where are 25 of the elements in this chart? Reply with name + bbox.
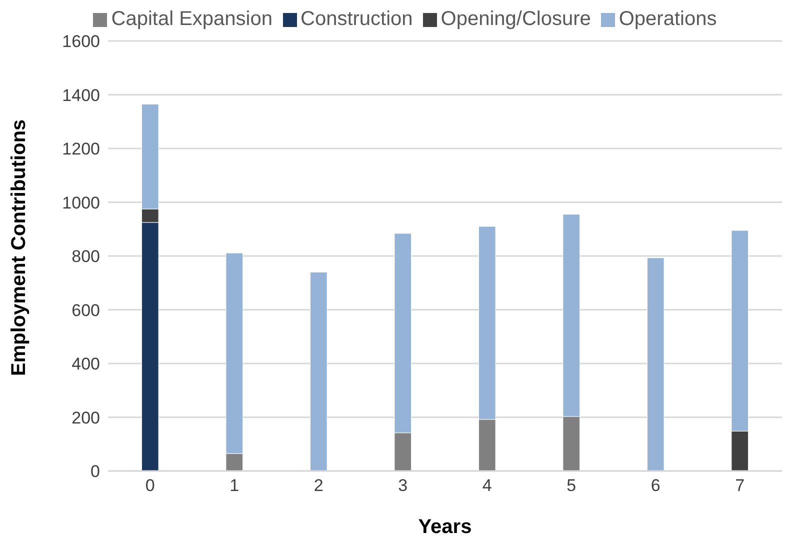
y-tick-label: 800 (72, 247, 100, 266)
bar (646, 258, 664, 471)
x-tick-label: 3 (398, 476, 408, 496)
y-tick-label: 1400 (62, 86, 100, 105)
x-tick-label: 6 (650, 476, 660, 496)
bar (310, 272, 328, 471)
legend-label: Capital Expansion (111, 8, 272, 30)
x-tick-label: 1 (230, 476, 240, 496)
x-tick-label: 5 (566, 476, 576, 496)
legend-label: Operations (618, 8, 717, 30)
x-tick-label: 4 (482, 476, 492, 496)
y-tick-label: 600 (72, 300, 100, 320)
y-tick-label: 0 (90, 462, 100, 482)
x-axis-title: Years (418, 516, 472, 538)
x-tick-label: 2 (314, 476, 324, 496)
y-axis-title: Employment Contributions (8, 119, 30, 376)
y-tick-label: 1200 (62, 140, 100, 159)
y-tick-label: 1000 (62, 193, 100, 212)
x-tick-label: 7 (735, 476, 745, 496)
y-tick-label: 400 (72, 354, 100, 374)
y-tick-label: 1600 (62, 32, 100, 52)
x-tick-label: 0 (145, 476, 155, 496)
y-tick-label: 200 (72, 408, 100, 428)
legend-label: Construction (300, 8, 413, 30)
legend-label: Opening/Closure (440, 8, 591, 30)
